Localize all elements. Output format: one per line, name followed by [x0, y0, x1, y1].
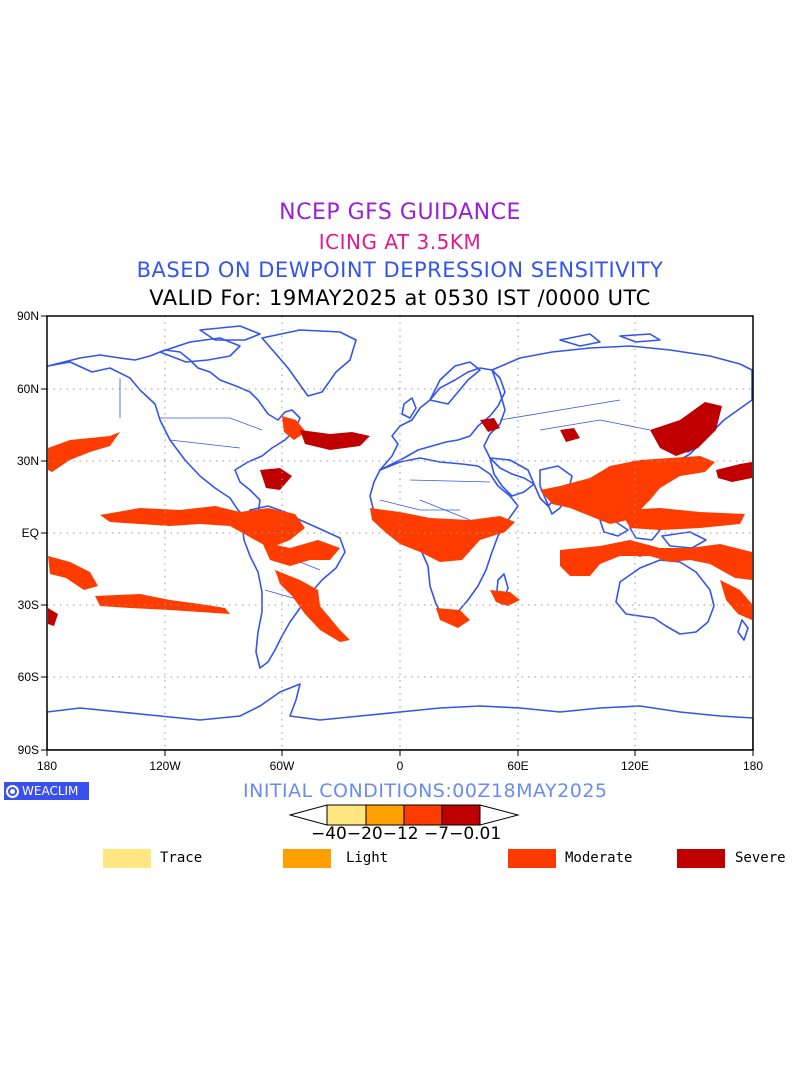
lat-label-eq: EQ: [22, 526, 39, 540]
lat-label-30n: 30N: [17, 454, 39, 468]
gridlines: [47, 316, 753, 750]
colorbar: [289, 804, 520, 826]
lon-label-180w: 180: [37, 759, 57, 773]
colorbar-severe: [441, 804, 481, 826]
colorbar-trace: [326, 804, 367, 826]
icing-moderate: [48, 416, 752, 642]
legend-swatch-severe: [677, 849, 725, 868]
legend-swatch-trace: [103, 849, 151, 868]
legend-swatch-moderate: [508, 849, 556, 868]
map-content: [47, 316, 753, 750]
lat-label-60s: 60S: [18, 670, 39, 684]
colorbar-light: [365, 804, 405, 826]
legend-label-trace: Trace: [160, 850, 203, 866]
initial-conditions: INITIAL CONDITIONS:00Z18MAY2025: [243, 780, 608, 802]
legend-label-severe: Severe: [735, 850, 786, 866]
weaclim-logo: WEACLIM: [4, 782, 89, 800]
lon-label-60w: 60W: [270, 759, 295, 773]
title-line-3: BASED ON DEWPOINT DEPRESSION SENSITIVITY: [136, 258, 664, 282]
title-line-1: NCEP GFS GUIDANCE: [279, 200, 521, 225]
legend-swatch-light: [283, 849, 331, 868]
lat-label-90n: 90N: [17, 309, 39, 323]
title-line-4: VALID For: 19MAY2025 at 0530 IST /0000 U…: [149, 286, 651, 310]
colorbar-left-arrow: [289, 804, 328, 826]
icing-severe: [48, 402, 752, 626]
lon-label-180e: 180: [743, 759, 763, 773]
logo-text: WEACLIM: [22, 784, 79, 798]
colorbar-moderate: [403, 804, 443, 826]
legend-label-moderate: Moderate: [565, 850, 633, 866]
lon-label-60e: 60E: [507, 759, 528, 773]
lon-label-0: 0: [397, 759, 404, 773]
legend-label-light: Light: [346, 850, 389, 866]
axis-ticks: [41, 315, 754, 756]
lon-label-120w: 120W: [149, 759, 181, 773]
colorbar-right-arrow: [479, 804, 520, 826]
colorbar-labels: −40−20−12 −7−0.01: [311, 824, 502, 844]
lat-label-90s: 90S: [18, 743, 39, 757]
lat-label-60n: 60N: [17, 382, 39, 396]
logo-circle-icon: [6, 784, 19, 798]
lon-label-120e: 120E: [621, 759, 649, 773]
lat-label-30s: 30S: [18, 598, 39, 612]
title-line-2: ICING AT 3.5KM: [318, 230, 482, 254]
world-map: 90N 60N 30N EQ 30S 60S 90S 180 120W 60W …: [17, 309, 763, 773]
